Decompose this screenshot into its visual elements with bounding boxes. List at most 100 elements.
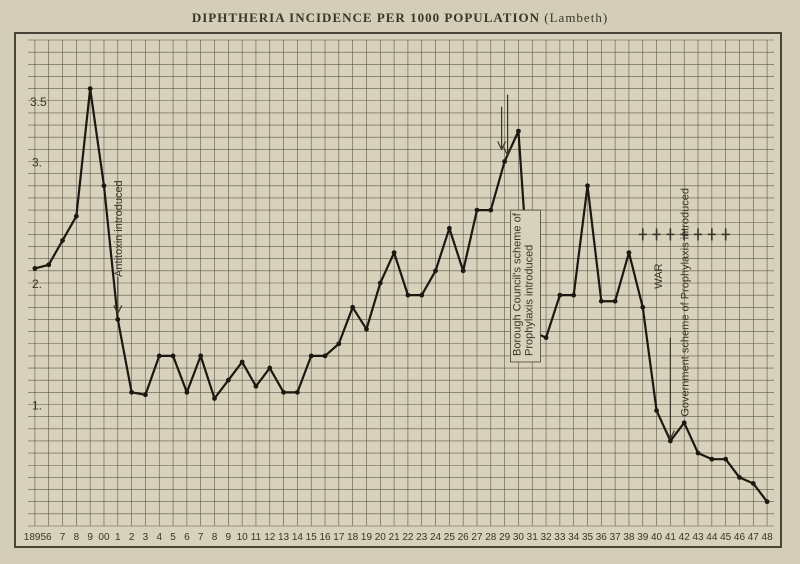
data-point — [571, 293, 576, 298]
data-point — [682, 420, 687, 425]
x-tick-label: 12 — [264, 532, 276, 543]
annotation-text: Government scheme of Prophylaxis introdu… — [679, 188, 691, 417]
x-tick-label: 41 — [665, 532, 677, 543]
x-tick-label: 25 — [444, 532, 456, 543]
x-tick-label: 9 — [87, 532, 93, 543]
data-point — [364, 327, 369, 332]
data-point — [350, 305, 355, 310]
data-point — [33, 266, 38, 271]
page: DIPHTHERIA INCIDENCE PER 1000 POPULATION… — [0, 0, 800, 564]
data-point — [599, 299, 604, 304]
x-tick-label: 4 — [156, 532, 162, 543]
x-tick-label: 5 — [170, 532, 176, 543]
data-point — [433, 268, 438, 273]
data-point — [461, 268, 466, 273]
title-main: DIPHTHERIA INCIDENCE PER 1000 POPULATION — [192, 10, 540, 25]
x-tick-label: 7 — [60, 532, 66, 543]
data-point — [488, 208, 493, 213]
data-point — [502, 159, 507, 164]
x-tick-label: 3 — [143, 532, 149, 543]
data-point — [516, 129, 521, 134]
data-point — [184, 390, 189, 395]
x-tick-label: 33 — [554, 532, 566, 543]
y-tick-label: 3.5 — [30, 95, 47, 109]
x-tick-label: 29 — [499, 532, 511, 543]
data-point — [157, 354, 162, 359]
data-point — [392, 250, 397, 255]
title-place: (Lambeth) — [544, 10, 608, 25]
data-point — [765, 499, 770, 504]
data-point — [737, 475, 742, 480]
x-tick-label: 9 — [226, 532, 232, 543]
data-point — [212, 396, 217, 401]
data-point — [613, 299, 618, 304]
data-point — [419, 293, 424, 298]
x-tick-label: 16 — [319, 532, 331, 543]
x-tick-label: 27 — [471, 532, 483, 543]
x-tick-label: 00 — [98, 532, 110, 543]
x-tick-label: 40 — [651, 532, 663, 543]
data-point — [240, 360, 245, 365]
data-point — [267, 366, 272, 371]
chart-svg: 1.2.3.3.51895678900123456789101112131415… — [16, 34, 780, 546]
data-point — [143, 392, 148, 397]
x-tick-label: 22 — [402, 532, 414, 543]
chart-frame: 1.2.3.3.51895678900123456789101112131415… — [14, 32, 782, 548]
x-tick-label: 42 — [679, 532, 691, 543]
data-point — [254, 384, 259, 389]
x-tick-label: 14 — [292, 532, 304, 543]
x-tick-label: 6 — [184, 532, 190, 543]
data-point — [295, 390, 300, 395]
x-tick-label: 11 — [251, 532, 262, 543]
x-tick-label: 37 — [610, 532, 622, 543]
data-point — [88, 86, 93, 91]
x-tick-label: 20 — [375, 532, 387, 543]
x-tick-label: 38 — [623, 532, 635, 543]
x-tick-label: 19 — [361, 532, 373, 543]
data-point — [751, 481, 756, 486]
x-tick-label: 44 — [706, 532, 718, 543]
x-tick-label: 21 — [389, 532, 401, 543]
data-point — [585, 183, 590, 188]
annotation-text: WAR — [653, 263, 665, 288]
x-tick-label: 35 — [582, 532, 594, 543]
x-tick-label: 24 — [430, 532, 442, 543]
x-tick-label: 48 — [762, 532, 774, 543]
data-point — [281, 390, 286, 395]
data-point — [115, 317, 120, 322]
x-tick-label: 31 — [527, 532, 539, 543]
x-tick-label: 17 — [333, 532, 345, 543]
x-tick-label: 10 — [237, 532, 249, 543]
x-tick-label: 15 — [306, 532, 318, 543]
x-tick-label: 6 — [46, 532, 52, 543]
x-tick-label: 2 — [129, 532, 135, 543]
annotation-text: Antitoxin introduced — [113, 180, 125, 277]
data-point — [74, 214, 79, 219]
data-point — [627, 250, 632, 255]
x-tick-label: 1 — [115, 532, 121, 543]
x-tick-label: 47 — [748, 532, 760, 543]
data-point — [544, 335, 549, 340]
data-point — [171, 354, 176, 359]
data-point — [557, 293, 562, 298]
x-tick-label: 46 — [734, 532, 746, 543]
x-tick-label: 32 — [540, 532, 552, 543]
data-point — [226, 378, 231, 383]
x-tick-label: 34 — [568, 532, 580, 543]
data-point — [447, 226, 452, 231]
x-tick-label: 18 — [347, 532, 359, 543]
data-point — [129, 390, 134, 395]
x-tick-label: 8 — [212, 532, 218, 543]
x-tick-label: 26 — [458, 532, 470, 543]
x-tick-label: 13 — [278, 532, 290, 543]
data-point — [475, 208, 480, 213]
data-point — [709, 457, 714, 462]
data-point — [378, 281, 383, 286]
data-point — [102, 183, 107, 188]
x-tick-label: 8 — [74, 532, 80, 543]
x-tick-label: 45 — [720, 532, 732, 543]
x-tick-label: 39 — [637, 532, 649, 543]
annotation-text: Borough Council's scheme of — [511, 212, 523, 356]
x-tick-label: 28 — [485, 532, 497, 543]
data-point — [723, 457, 728, 462]
